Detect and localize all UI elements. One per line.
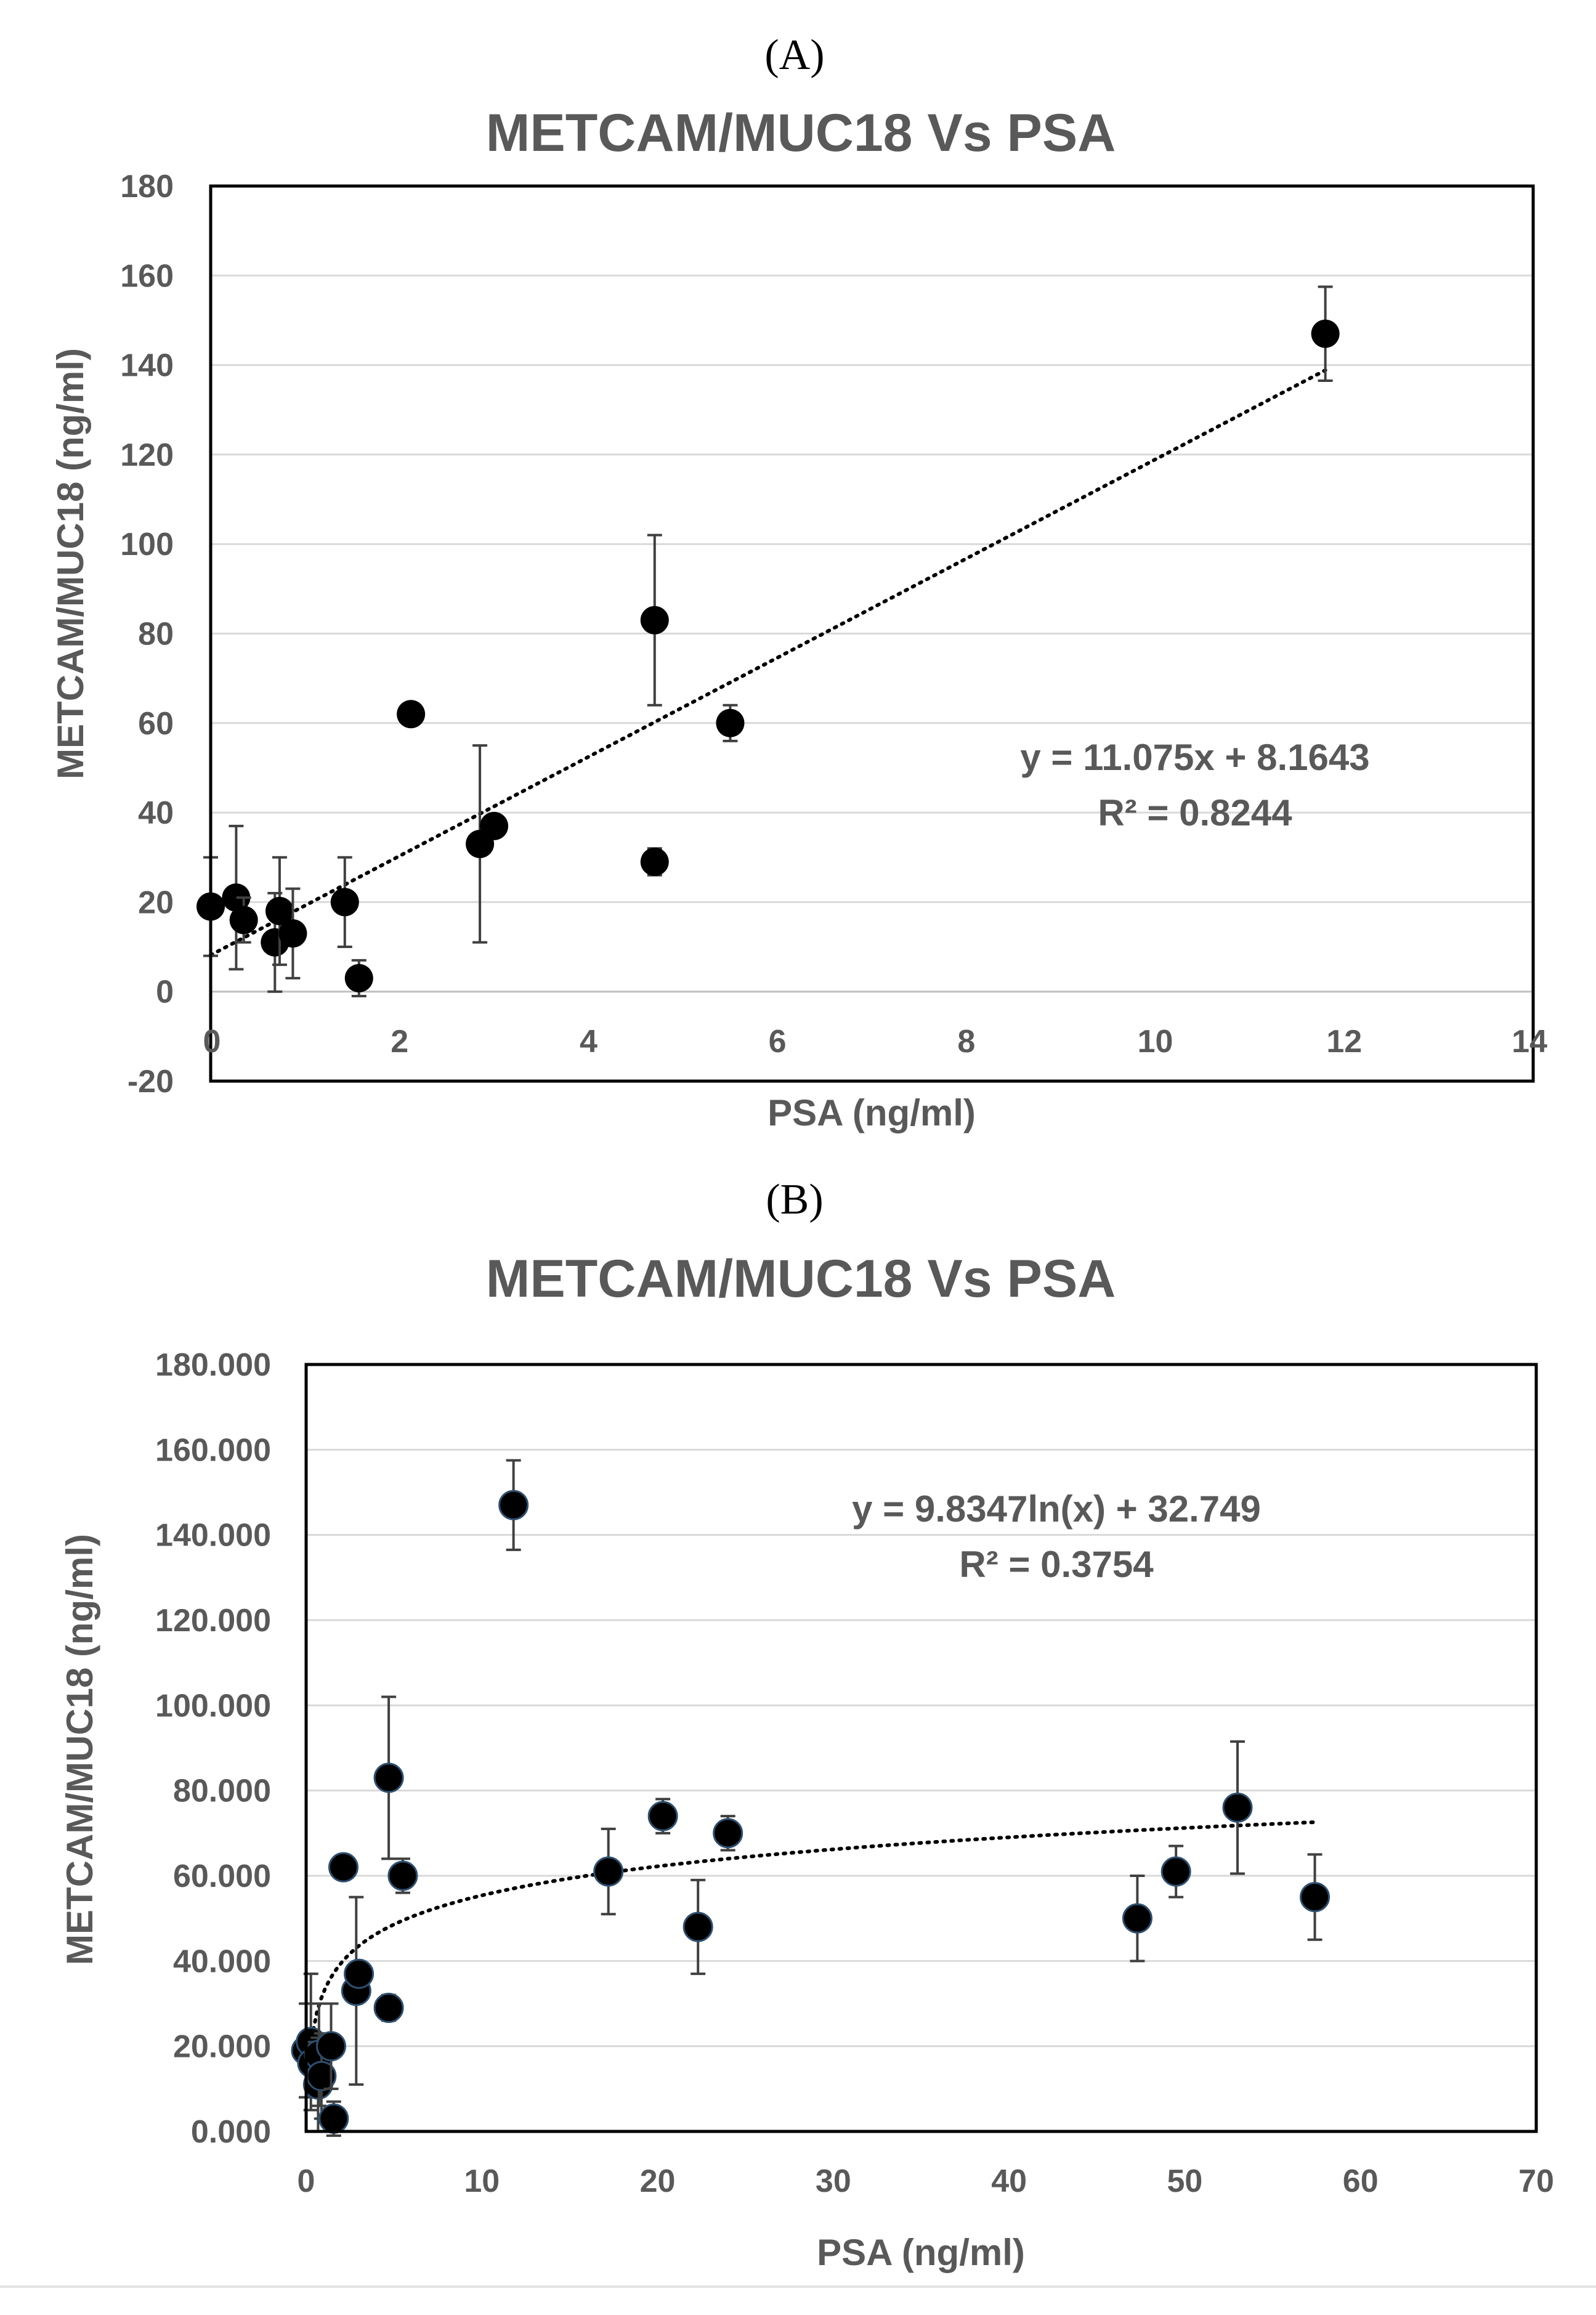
panel-b-x-tick-label: 70	[1518, 2163, 1554, 2199]
panel-a-plot-frame	[209, 184, 1535, 1083]
panel-a-y-tick-label: 20	[138, 885, 174, 920]
panel-a-points	[196, 285, 1340, 997]
panel-a-data-point	[330, 888, 359, 917]
panel-b-y-tick-label: 140.000	[155, 1518, 271, 1554]
panel-b-x-tick-label: 20	[640, 2163, 676, 2199]
panel-a-y-tick-label: 60	[138, 706, 174, 742]
panel-a-ticks: -20 0 20 40 60 80 100 120 140 160 180 0 2 4 6 8 10 12 14	[120, 169, 1547, 1100]
panel-b-x-tick-label: 40	[991, 2163, 1027, 2199]
panel-b-x-axis-title: PSA (ng/ml)	[817, 2232, 1025, 2273]
panel-b-data-point	[373, 1992, 404, 2023]
panel-b-data-point	[387, 1860, 418, 1891]
panel-a-x-axis-title: PSA (ng/ml)	[768, 1092, 976, 1133]
panel-a-data-point	[397, 700, 426, 729]
panel-a-y-tick-label: 180	[120, 169, 174, 205]
panel-b-data-point	[1222, 1792, 1253, 1823]
panel-b-y-tick-label: 180.000	[155, 1347, 271, 1383]
panel-a-r-squared: R² = 0.8244	[1098, 792, 1292, 833]
panel-b-trendline	[306, 1820, 1317, 2080]
panel-b-data-point	[713, 1818, 743, 1849]
panel-a-equation: y = 11.075x + 8.1643	[1020, 737, 1369, 778]
panel-a-data-point	[640, 848, 669, 877]
panel-a-x-tick-label: 6	[769, 1024, 787, 1060]
panel-a-y-tick-label: 160	[120, 258, 174, 294]
panel-b-y-tick-label: 20.000	[173, 2029, 271, 2065]
panel-b-data-point	[1122, 1903, 1152, 1934]
panel-b-y-tick-label: 60.000	[173, 1859, 271, 1894]
panel-b-y-tick-label: 160.000	[155, 1432, 271, 1468]
panel-a-y-axis-title: METCAM/MUC18 (ng/ml)	[50, 348, 91, 779]
panel-a-trendline	[209, 368, 1327, 957]
panel-b-title: METCAM/MUC18 Vs PSA	[486, 1249, 1116, 1308]
panel-a: (A) METCAM/MUC18 Vs PSA -200204060801001…	[50, 31, 1547, 1133]
panel-a-y-tick-label: 100	[120, 527, 174, 562]
panel-a-data-point	[1311, 319, 1340, 348]
panel-a-data-point	[229, 906, 258, 935]
panel-b-trendline-group	[306, 1820, 1317, 2080]
panel-b-y-tick-label: 40.000	[173, 1944, 271, 1979]
panel-b-y-tick-label: 0.000	[191, 2114, 271, 2150]
panel-b-data-point	[498, 1490, 529, 1520]
panel-a-x-tick-label: 10	[1138, 1024, 1173, 1060]
panel-b-data-point	[373, 1762, 404, 1793]
panel-a-data-point	[265, 896, 294, 925]
panel-a-x-tick-label: 14	[1512, 1024, 1547, 1060]
panel-b-data-point	[316, 2031, 347, 2062]
panel-a-y-tick-label: 120	[120, 437, 174, 473]
panel-a-x-tick-label: 8	[957, 1024, 975, 1060]
panel-b-x-tick-label: 50	[1167, 2163, 1203, 2199]
panel-a-x-tick-label: 0	[203, 1024, 221, 1060]
panel-b-data-point	[593, 1856, 624, 1887]
panel-a-title: METCAM/MUC18 Vs PSA	[486, 103, 1116, 163]
panel-a-y-tick-label: 40	[138, 795, 174, 831]
panel-a-data-point	[480, 811, 509, 840]
panel-a-y-tick-label: -20	[128, 1064, 174, 1100]
panel-b-equation: y = 9.8347ln(x) + 32.749	[852, 1488, 1261, 1530]
panel-b-y-tick-label: 100.000	[155, 1688, 271, 1724]
panel-a-data-point	[640, 606, 669, 634]
panel-a-x-tick-label: 4	[580, 1024, 597, 1060]
panel-a-y-tick-label: 0	[156, 975, 174, 1010]
panel-b-data-point	[318, 2103, 349, 2134]
panel-b-ticks: 0.000 20.000 40.000 60.000 80.000 100.000 120.…	[155, 1347, 1554, 2199]
panel-b-gridlines	[306, 1448, 1536, 2048]
panel-b-r-squared: R² = 0.3754	[959, 1544, 1154, 1585]
panel-b-data-point	[683, 1912, 713, 1942]
panel-b-data-point	[1161, 1856, 1191, 1887]
panel-b-y-axis-title: METCAM/MUC18 (ng/ml)	[59, 1534, 100, 1965]
panel-b-x-tick-label: 30	[816, 2163, 851, 2199]
panel-a-data-point	[716, 708, 745, 737]
panel-b-label: (B)	[766, 1176, 823, 1223]
panel-a-trendline-group	[209, 368, 1327, 957]
panel-a-x-tick-label: 12	[1326, 1024, 1362, 1060]
panel-b-x-tick-label: 60	[1343, 2163, 1379, 2199]
panel-b-y-tick-label: 120.000	[155, 1603, 271, 1639]
panel-b: (B) METCAM/MUC18 Vs PSA 0.000 20.000 40.00…	[59, 1176, 1554, 2273]
panel-b-points	[291, 1459, 1331, 2137]
panel-a-data-point	[278, 919, 307, 948]
panel-b-data-point	[328, 1852, 358, 1883]
panel-b-data-point	[1300, 1882, 1331, 1913]
panel-b-x-tick-label: 10	[464, 2163, 500, 2199]
panel-b-x-tick-label: 0	[298, 2163, 315, 2199]
panel-a-y-tick-label: 140	[120, 348, 174, 384]
panel-a-label: (A)	[764, 31, 824, 79]
panel-b-y-tick-label: 80.000	[173, 1774, 271, 1809]
panel-a-y-tick-label: 80	[138, 617, 174, 652]
panel-a-data-point	[344, 963, 373, 992]
panel-b-data-point	[647, 1801, 678, 1831]
panel-a-x-tick-label: 2	[391, 1024, 408, 1060]
panel-b-data-point	[344, 1958, 375, 1989]
panel-b-plot-frame	[304, 1363, 1538, 2133]
panel-a-gridlines	[211, 274, 1533, 993]
